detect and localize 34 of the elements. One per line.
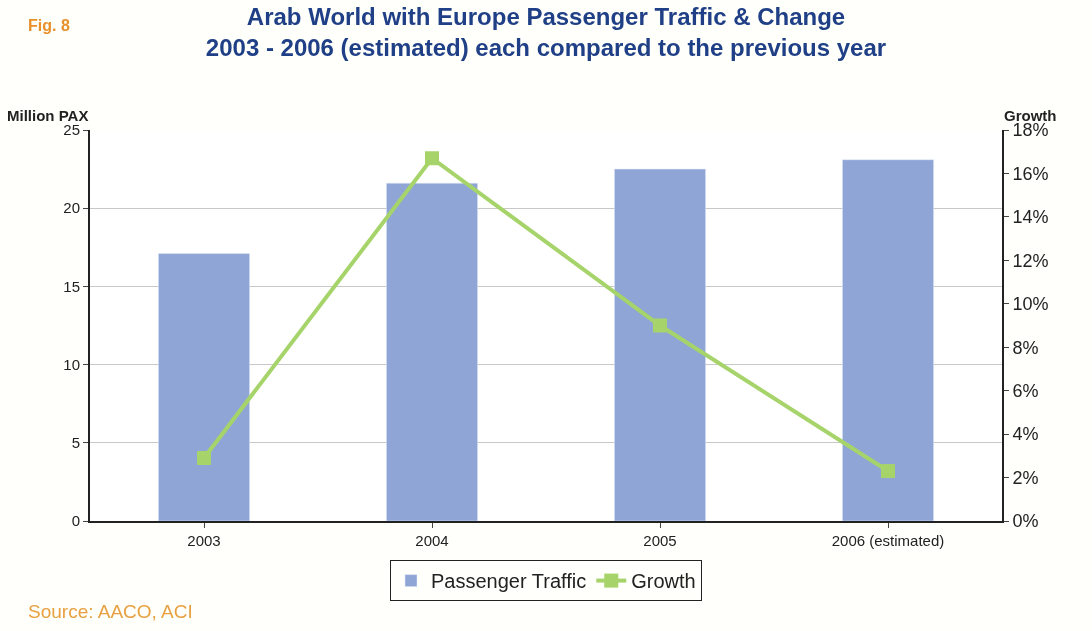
y2-tick-label: 16% [1012,163,1049,184]
bar [158,253,250,521]
chart-title: Arab World with Europe Passenger Traffic & Change [246,3,846,31]
y2-tick-label: 14% [1012,207,1049,228]
y-tick-label: 15 [63,277,80,295]
y2-tick-label: 8% [1012,337,1039,358]
point [197,451,211,466]
legend-label: Passenger Traffic [431,570,587,593]
y2-tick-label: 0% [1012,511,1039,532]
y2-tick-label: 10% [1012,294,1049,315]
y-tick-label: 25 [63,121,80,139]
caption: Fig. 8 [28,17,70,34]
bar [842,159,934,521]
source-note: Source: AACO, ACI [28,601,193,622]
bar [386,182,478,521]
y-tick-label: 0 [71,512,80,530]
y2-tick-label: 4% [1012,424,1039,445]
x-tick-label: 2004 [415,532,449,549]
x-tick-label: 2006 (estimated) [831,532,945,549]
y-tick-label: 20 [63,199,80,217]
y2-tick-label: 12% [1012,250,1049,271]
point [425,151,439,166]
x-tick-label: 2005 [643,532,677,549]
point [881,464,895,479]
y-tick-label: 5 [71,434,80,452]
y-tick-label: 10 [63,355,80,373]
legend-label: Growth [631,570,696,593]
point [653,318,667,333]
x-tick-label: 2003 [187,532,221,549]
y2-tick-label: 2% [1012,467,1039,488]
chart-subtitle: 2003 - 2006 (estimated) each compared to the previous year [205,34,887,62]
y-axis-title: Million PAX [7,107,89,124]
y2-tick-label: 6% [1012,380,1039,401]
bar [614,168,706,521]
